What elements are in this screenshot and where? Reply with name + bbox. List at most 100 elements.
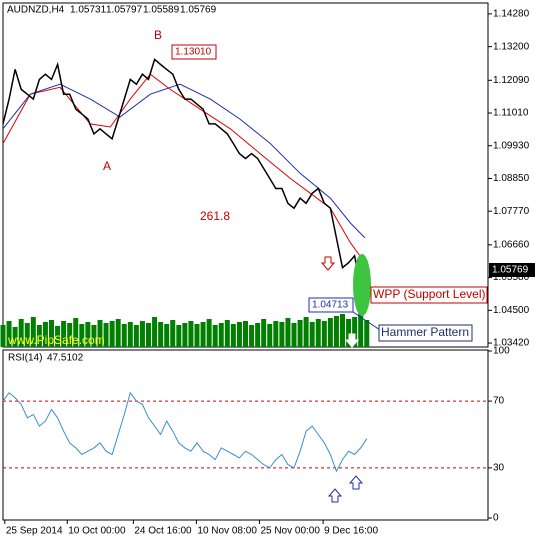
rsi-tick-label: 100 (493, 346, 510, 357)
low-label: 1.04713 (312, 300, 349, 311)
rsi-tick-label: 0 (493, 513, 499, 524)
volume-bar (139, 321, 145, 347)
volume-bar (73, 318, 79, 347)
volume-bar (91, 325, 97, 347)
volume-bar (103, 323, 109, 347)
volume-bar (115, 319, 121, 347)
volume-bar (333, 316, 339, 347)
volume-bar (303, 317, 309, 347)
fib-level: 261.8 (200, 209, 230, 223)
x-tick-label: 24 Oct 16:00 (134, 526, 192, 537)
volume-bar (158, 322, 164, 347)
price-marker (489, 263, 535, 277)
volume-bar (267, 324, 273, 347)
high-label: 1.13010 (175, 47, 212, 58)
rsi-panel (2, 349, 489, 521)
volume-bar (182, 323, 188, 347)
volume-bar (291, 323, 297, 347)
low-box (308, 297, 354, 313)
volume-bar (261, 319, 267, 347)
down-arrow (320, 256, 336, 271)
connector (352, 311, 381, 331)
price-line (2, 58, 368, 291)
symbol: AUDNZD,H4 (7, 5, 65, 16)
x-tick-label: 10 Nov 08:00 (197, 526, 257, 537)
volume-bar (24, 323, 30, 347)
rsi-value: 47.5102 (47, 353, 84, 364)
x-tick-label: 25 Nov 00:00 (260, 526, 320, 537)
volume-bar (85, 322, 91, 347)
down-arrow-white (344, 333, 360, 348)
volume-bar (230, 324, 236, 347)
volume-bar (12, 327, 18, 347)
y-tick-label: 1.07770 (493, 206, 530, 217)
volume-bar (224, 320, 230, 347)
y-tick-label: 1.06660 (493, 240, 530, 251)
volume-bar (279, 322, 285, 347)
open: 1.05731 (70, 5, 107, 16)
volume-bar (194, 324, 200, 347)
volume-bar (49, 320, 54, 347)
volume-bar (200, 322, 206, 347)
volume-bar (297, 320, 303, 347)
volume-bar (61, 321, 67, 347)
volume-bar (273, 321, 279, 347)
y-tick-label: 1.03420 (493, 338, 530, 349)
support-label: WPP (Support Level) (373, 287, 486, 301)
volume-bar (364, 320, 370, 347)
low: 1.05589 (143, 5, 180, 16)
rsi-title: RSI(14) (8, 353, 42, 364)
volume-bar (285, 318, 291, 347)
volume-bar (321, 321, 327, 347)
header: AUDNZD,H4 1.05731 1.05797 1.05589 1.0576… (7, 5, 217, 16)
up-arrow (348, 475, 364, 490)
moving-average (2, 83, 366, 239)
y-tick-label: 1.14280 (493, 9, 530, 20)
close: 1.05769 (180, 5, 217, 16)
label-b: B (154, 28, 162, 42)
y-tick-label: 1.05580 (493, 272, 530, 283)
rsi-line (2, 391, 368, 473)
volume-bar (346, 319, 352, 347)
x-tick-label: 9 Dec 16:00 (324, 526, 378, 537)
pattern-label: Hammer Pattern (381, 325, 469, 339)
high: 1.05797 (106, 5, 143, 16)
watermark: www.PipSafe.com (7, 333, 105, 347)
volume-bar (315, 319, 321, 347)
volume-bar (18, 319, 24, 347)
rsi-tick-label: 70 (493, 396, 505, 407)
volume-bar (188, 321, 194, 347)
volume-bar (358, 313, 364, 347)
y-tick-label: 1.09930 (493, 140, 530, 151)
high-box (171, 44, 217, 60)
volume-bar (127, 322, 133, 347)
volume-bar (6, 321, 12, 347)
label-a: A (103, 159, 111, 173)
y-tick-label: 1.04500 (493, 305, 530, 316)
volume-bar (327, 318, 333, 347)
y-tick-label: 1.11010 (493, 108, 529, 119)
volume-bar (97, 320, 103, 347)
volume-bar (0, 325, 6, 347)
y-tick-label: 1.12090 (493, 75, 530, 86)
volume-bar (67, 323, 73, 347)
rsi-tick-label: 30 (493, 463, 505, 474)
volume-bar (340, 314, 345, 347)
pattern-box (378, 324, 473, 342)
volume-bar (152, 317, 158, 347)
support-box (370, 286, 488, 304)
volume-bar (42, 322, 48, 347)
x-tick-label: 10 Oct 00:00 (68, 526, 126, 537)
volume-bar (352, 317, 358, 347)
volume-bar (170, 320, 176, 347)
volume-bar (236, 322, 242, 347)
volume-bar (309, 322, 315, 347)
up-arrow (327, 488, 343, 503)
volume-bar (30, 317, 36, 347)
volume-bar (133, 325, 139, 347)
volume-bar (55, 326, 61, 347)
price-marker-label: 1.05769 (492, 265, 529, 276)
x-tick-label: 25 Sep 2014 (6, 526, 63, 537)
